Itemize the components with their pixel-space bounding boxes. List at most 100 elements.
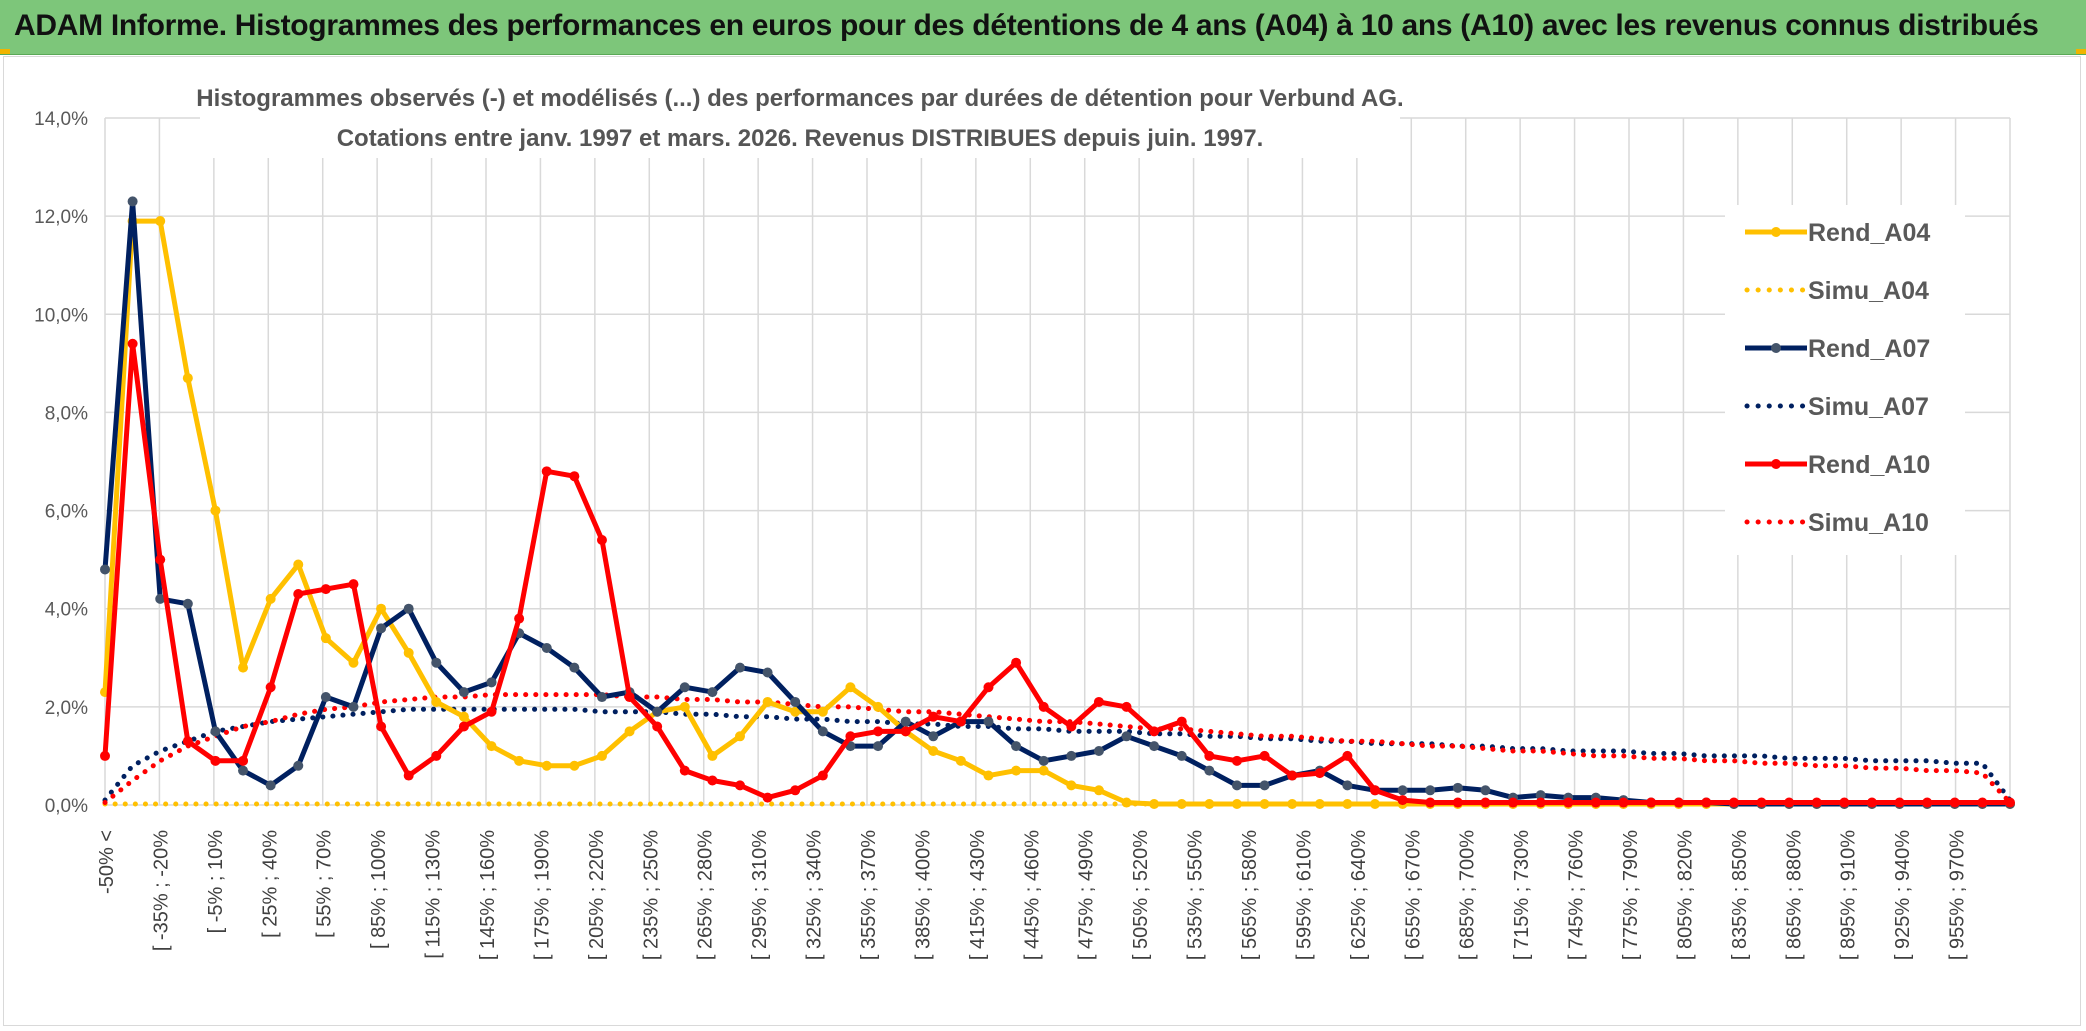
y-tick-label: 10,0%	[34, 305, 88, 326]
data-point	[1121, 731, 1132, 742]
data-point	[182, 736, 193, 747]
data-point	[431, 657, 442, 668]
x-tick-label: [ 85% ; 100%	[368, 830, 390, 949]
data-point	[762, 696, 773, 707]
x-tick-label: [ 745% ; 760%	[1566, 830, 1588, 960]
data-point	[955, 755, 966, 766]
data-point	[1149, 799, 1160, 810]
data-point	[1535, 790, 1546, 801]
data-point	[376, 623, 387, 634]
data-point	[1370, 785, 1380, 796]
data-point	[182, 598, 193, 609]
data-point	[293, 559, 304, 570]
x-tick-label: [ 25% ; 40%	[259, 830, 281, 938]
data-point	[1121, 797, 1132, 808]
data-point	[210, 505, 221, 516]
data-point	[1287, 799, 1298, 810]
data-point	[762, 792, 773, 803]
chart-legend: Rend_A04 Simu_A04 Rend_A07 Simu_A07 Rend_A10…	[1725, 205, 1965, 555]
data-point	[569, 662, 580, 673]
x-tick-label: [ 535% ; 550%	[1185, 830, 1207, 960]
data-point	[1011, 765, 1022, 776]
data-point	[735, 780, 745, 791]
data-point	[1231, 755, 1242, 766]
data-point	[1066, 780, 1077, 791]
data-point	[1618, 797, 1629, 808]
chart-title: Histogrammes observés (-) et modélisés (…	[196, 85, 1403, 112]
data-point	[431, 750, 442, 761]
data-point	[486, 706, 497, 717]
data-point	[403, 603, 414, 614]
y-tick-label: 4,0%	[45, 600, 88, 621]
x-tick-label: [ 415% ; 430%	[967, 830, 989, 960]
data-point	[2005, 797, 2015, 808]
legend-label: Rend_A10	[1808, 451, 1930, 479]
data-point	[1093, 696, 1104, 707]
data-point	[1342, 799, 1353, 810]
x-tick-label: [ 775% ; 790%	[1620, 830, 1642, 960]
data-point	[127, 196, 138, 207]
data-point	[873, 726, 884, 737]
data-point	[900, 716, 911, 727]
data-point	[1370, 799, 1380, 810]
data-point	[679, 701, 690, 712]
data-point	[983, 716, 994, 727]
x-tick-label: [ 385% ; 400%	[912, 830, 934, 960]
data-point	[1287, 770, 1298, 781]
data-point	[1756, 797, 1767, 808]
data-point	[928, 731, 939, 742]
data-point	[790, 785, 801, 796]
data-point	[182, 373, 193, 384]
data-point	[1342, 750, 1353, 761]
x-tick-label: [ -35% ; -20%	[150, 830, 172, 951]
data-point	[1066, 750, 1077, 761]
x-tick-label: [ 175% ; 190%	[531, 830, 553, 960]
data-point	[845, 682, 856, 693]
data-point	[652, 706, 663, 717]
data-point	[265, 780, 276, 791]
series-simu-a10	[102, 692, 2013, 805]
data-point	[348, 657, 359, 668]
data-point	[1480, 785, 1491, 796]
legend-label: Simu_A04	[1808, 277, 1929, 305]
data-point	[900, 726, 911, 737]
data-point	[127, 338, 138, 349]
x-tick-label: [ 685% ; 700%	[1457, 830, 1479, 960]
data-point	[624, 692, 635, 703]
data-point	[514, 755, 525, 766]
x-tick-label: [ 265% ; 280%	[695, 830, 717, 960]
data-point	[541, 466, 552, 477]
x-tick-label: -50% <	[96, 830, 118, 894]
data-point	[596, 750, 607, 761]
data-point	[679, 682, 690, 693]
data-point	[1176, 799, 1187, 810]
data-point	[1977, 797, 1988, 808]
series-rend-a10	[100, 338, 2015, 808]
legend-label: Simu_A10	[1808, 509, 1929, 537]
data-point	[320, 633, 331, 644]
data-point	[679, 765, 690, 776]
data-point	[1839, 797, 1850, 808]
data-point	[210, 755, 221, 766]
data-point	[569, 760, 580, 771]
data-point	[1949, 797, 1960, 808]
data-point	[790, 696, 801, 707]
data-point	[928, 746, 939, 757]
data-point	[1590, 797, 1601, 808]
x-tick-label: [ 805% ; 820%	[1674, 830, 1696, 960]
data-point	[458, 711, 469, 722]
data-point	[1811, 797, 1822, 808]
data-point	[1011, 741, 1022, 752]
data-point	[348, 579, 359, 590]
series-line-simu-a07	[102, 706, 2013, 803]
x-tick-label: [ 655% ; 670%	[1402, 830, 1424, 960]
data-point	[569, 471, 580, 482]
x-tick-label: [ 55% ; 70%	[314, 830, 336, 938]
data-point	[1259, 780, 1270, 791]
x-tick-label: [ 115% ; 130%	[423, 830, 445, 959]
series-line-simu-a10	[102, 692, 2013, 805]
x-tick-label: [ 445% ; 460%	[1021, 830, 1043, 960]
data-point	[1231, 780, 1242, 791]
series-line-rend-a10	[102, 341, 2010, 805]
data-point	[320, 692, 331, 703]
